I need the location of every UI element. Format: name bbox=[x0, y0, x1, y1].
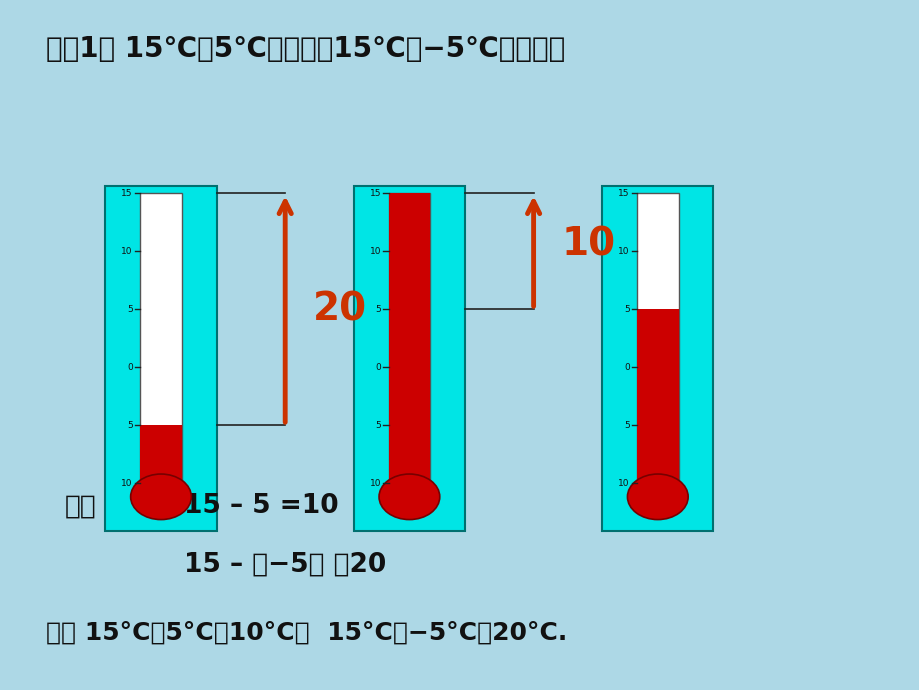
Text: 20: 20 bbox=[312, 290, 367, 328]
Bar bbox=[105, 186, 217, 531]
Text: 15: 15 bbox=[121, 188, 132, 198]
Text: 5: 5 bbox=[623, 420, 629, 430]
Bar bbox=[636, 193, 678, 483]
Bar bbox=[601, 186, 713, 531]
Text: 5: 5 bbox=[623, 304, 629, 314]
Text: 15: 15 bbox=[369, 188, 380, 198]
Text: 15 – （−5） ＝20: 15 – （−5） ＝20 bbox=[184, 552, 386, 578]
Text: 解：: 解： bbox=[64, 493, 96, 520]
Text: 10: 10 bbox=[121, 246, 132, 256]
Text: 10: 10 bbox=[618, 478, 629, 488]
Text: 15: 15 bbox=[618, 188, 629, 198]
Text: 15 – 5 =10: 15 – 5 =10 bbox=[184, 493, 338, 520]
Text: 0: 0 bbox=[127, 362, 132, 372]
Bar bbox=[389, 193, 430, 483]
Text: 10: 10 bbox=[369, 246, 380, 256]
Circle shape bbox=[379, 474, 439, 520]
Bar bbox=[389, 193, 430, 483]
Text: 5: 5 bbox=[375, 420, 380, 430]
Bar bbox=[141, 425, 182, 483]
Text: 10: 10 bbox=[121, 478, 132, 488]
Text: 5: 5 bbox=[127, 420, 132, 430]
Text: 答： 15°C比5°C高10°C，  15°C比−5°C高20°C.: 答： 15°C比5°C高10°C， 15°C比−5°C高20°C. bbox=[46, 621, 567, 645]
Text: 0: 0 bbox=[375, 362, 380, 372]
Bar bbox=[141, 193, 182, 483]
Bar bbox=[353, 186, 465, 531]
Text: 问题1： 15℃比5℃高多少？15℃比−5℃高多少？: 问题1： 15℃比5℃高多少？15℃比−5℃高多少？ bbox=[46, 34, 564, 63]
Text: 10: 10 bbox=[618, 246, 629, 256]
Bar bbox=[636, 309, 678, 483]
Text: 5: 5 bbox=[375, 304, 380, 314]
Circle shape bbox=[627, 474, 687, 520]
Text: 0: 0 bbox=[623, 362, 629, 372]
Text: 5: 5 bbox=[127, 304, 132, 314]
Circle shape bbox=[130, 474, 191, 520]
Text: 10: 10 bbox=[369, 478, 380, 488]
Text: 10: 10 bbox=[561, 225, 615, 264]
